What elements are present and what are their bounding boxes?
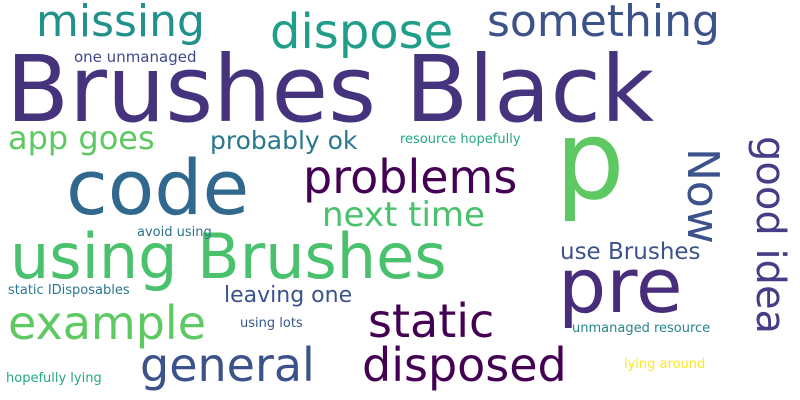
word-something: something [487,0,720,47]
word-resource-hopefully: resource hopefully [400,132,521,147]
word-static-idisposables: static IDisposables [8,283,130,298]
word-now: Now [677,148,728,244]
word-next-time: next time [322,195,485,235]
word-one-unmanaged: one unmanaged [74,48,197,66]
word-pre: pre [558,241,683,330]
word-unmanaged-resource: unmanaged resource [572,321,711,336]
word-using-brushes: using Brushes [10,220,447,293]
word-missing: missing [36,0,205,47]
word-dispose: dispose [270,4,454,60]
word-problems: problems [303,150,518,204]
word-p: p [555,96,625,224]
word-use-brushes: use Brushes [560,239,701,265]
word-hopefully-lying: hopefully lying [6,371,102,386]
word-good-idea: good idea [747,136,793,335]
word-disposed: disposed [362,338,567,392]
word-app-goes: app goes [8,119,155,157]
word-static: static [368,294,495,348]
word-leaving-one: leaving one [224,283,353,308]
word-using-lots: using lots [240,316,303,331]
word-general: general [140,338,315,392]
word-brushes-black: Brushes Black [6,36,655,143]
word-probably-ok: probably ok [210,126,358,155]
word-code: code [66,143,250,232]
word-lying-around: lying around [624,357,706,372]
word-avoid-using: avoid using [137,225,212,240]
word-example: example [8,296,206,350]
